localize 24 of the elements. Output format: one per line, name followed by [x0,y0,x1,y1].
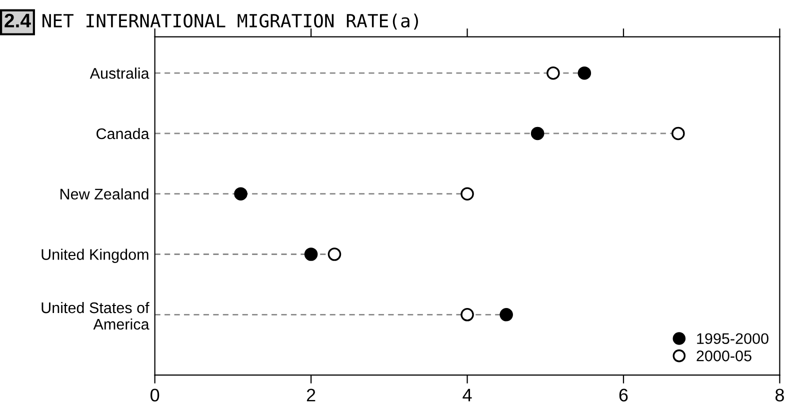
point [530,126,544,140]
point [234,187,248,201]
point [328,248,342,261]
point [304,248,318,261]
x-tick-label: 0 [150,388,160,402]
x-tick-label: 8 [775,388,784,402]
legend-label: 2000-05 [696,350,752,362]
y-tick-label: United States of America [42,302,150,330]
point [578,66,592,80]
point [672,126,685,140]
x-tick-label: 6 [619,388,628,402]
point [460,187,474,201]
point [546,66,560,80]
x-tick-label: 2 [306,388,316,402]
legend-label: 1995-2000 [697,333,768,344]
y-tick-label: New Zealand [60,188,148,200]
point [500,308,513,322]
point [460,308,474,322]
x-tick-label: 4 [462,388,472,402]
y-tick-label: United Kingdom [42,248,148,263]
y-tick-label: Canada [96,128,150,140]
text: 2.4 [4,14,31,28]
chart-title: NET INTERNATIONAL MIGRATION RATE(a) [42,14,418,30]
y-tick-label: Australia [90,68,150,79]
